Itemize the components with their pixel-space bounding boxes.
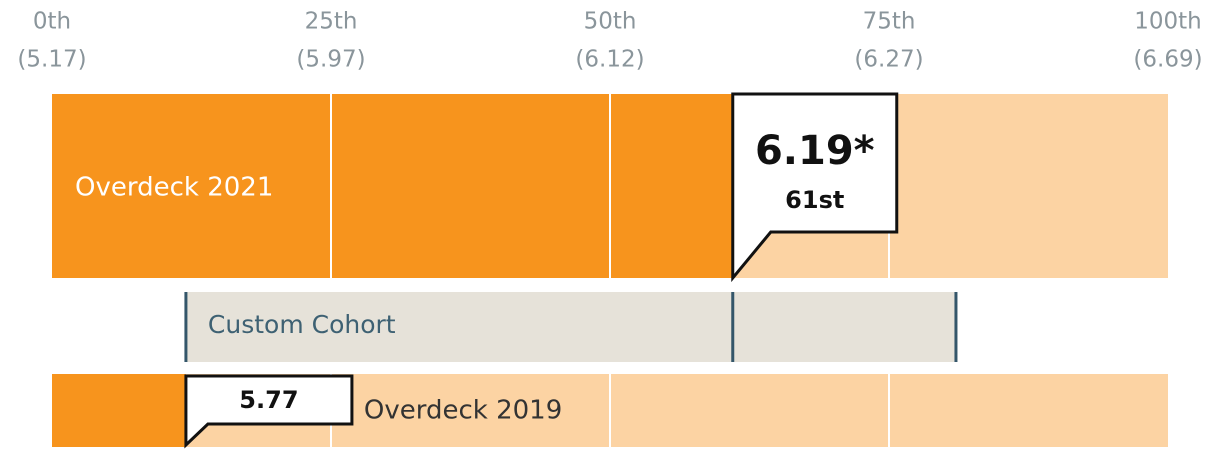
x-tick-label: 75th	[863, 9, 916, 35]
callout	[731, 92, 899, 283]
x-tick-score: (6.27)	[854, 47, 923, 73]
x-tick-score: (5.97)	[296, 47, 365, 73]
row-label: Overdeck 2019	[364, 396, 562, 426]
x-tick-label: 100th	[1134, 9, 1202, 35]
callout-percentile: 61st	[785, 186, 844, 214]
x-tick-score: (6.69)	[1133, 47, 1202, 73]
x-tick-score: (6.12)	[575, 47, 644, 73]
callout-score: 5.77	[239, 386, 298, 414]
x-tick-label: 50th	[584, 9, 637, 35]
cohort-label: Custom Cohort	[208, 310, 396, 339]
cohort-range	[185, 292, 956, 362]
bar-fill	[52, 94, 733, 278]
bar-fill	[52, 374, 186, 447]
row-label: Overdeck 2021	[75, 173, 273, 203]
callout-score: 6.19*	[755, 128, 875, 174]
x-tick-label: 25th	[305, 9, 358, 35]
callout	[184, 374, 354, 449]
x-tick-label: 0th	[33, 9, 71, 35]
x-tick-score: (5.17)	[17, 47, 86, 73]
